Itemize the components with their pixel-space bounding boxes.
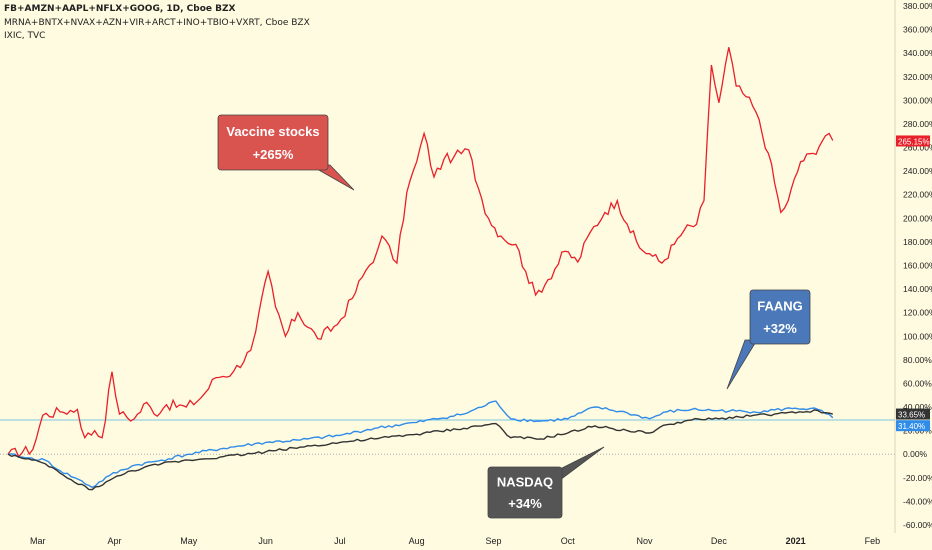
x-tick-label: Jun <box>258 536 273 546</box>
y-tick-label: 280.00% <box>903 119 932 129</box>
faang-series-line <box>7 400 834 489</box>
faang-callout-box <box>749 289 811 345</box>
faang-callout-title: FAANG <box>757 299 803 314</box>
y-tick-label: -60.00% <box>903 520 932 530</box>
nasdaq-callout-value: +34% <box>508 496 542 511</box>
y-tick-label: 320.00% <box>903 72 932 82</box>
x-tick-label: Oct <box>561 536 576 546</box>
x-tick-label: Feb <box>865 536 881 546</box>
x-tick-label: May <box>180 536 198 546</box>
header-symbols-nasdaq: IXIC, TVC <box>4 31 46 41</box>
x-tick-label: Aug <box>409 536 425 546</box>
y-tick-label: -40.00% <box>903 496 932 506</box>
y-tick-label: 40.00% <box>903 402 932 412</box>
vaccine-callout-value: +265% <box>253 147 294 162</box>
vaccine-series-line <box>7 47 834 459</box>
faang-last-value-bg <box>896 420 930 432</box>
vaccine-last-value-bg <box>896 135 930 147</box>
nasdaq-callout-title: NASDAQ <box>497 474 553 489</box>
y-tick-label: -20.00% <box>903 473 932 483</box>
y-tick-label: 360.00% <box>903 25 932 35</box>
y-tick-label: 240.00% <box>903 166 932 176</box>
y-tick-label: 260.00% <box>903 143 932 153</box>
nasdaq-callout-box <box>487 466 563 519</box>
vaccine-last-value: 265.15% <box>898 137 930 146</box>
x-tick-label: Apr <box>107 536 121 546</box>
header-symbols-faang: FB+AMZN+AAPL+NFLX+GOOG, 1D, Cboe BZX <box>4 4 236 14</box>
y-tick-label: 0.00% <box>903 449 928 459</box>
y-tick-label: 340.00% <box>903 48 932 58</box>
nasdaq-series-line <box>7 409 833 491</box>
y-tick-label: 160.00% <box>903 261 932 271</box>
nasdaq-callout-pointer <box>557 446 605 481</box>
y-tick-label: 200.00% <box>903 213 932 223</box>
faang-callout-value: +32% <box>763 321 797 336</box>
vaccine-callout-box <box>217 114 329 171</box>
y-tick-label: 220.00% <box>903 190 932 200</box>
y-tick-label: 140.00% <box>903 284 932 294</box>
y-tick-label: 300.00% <box>903 95 932 105</box>
x-tick-label: Dec <box>711 536 728 546</box>
x-tick-label: Sep <box>485 536 501 546</box>
nasdaq-last-value-bg <box>896 408 930 420</box>
vaccine-callout-title: Vaccine stocks <box>226 124 319 139</box>
faang-callout-pointer <box>726 339 758 390</box>
x-tick-label: Jul <box>334 536 346 546</box>
y-tick-label: 120.00% <box>903 308 932 318</box>
faang-last-value: 31.40% <box>898 422 925 431</box>
x-tick-label: Nov <box>637 536 654 546</box>
y-tick-label: 380.00% <box>903 1 932 11</box>
y-tick-label: 80.00% <box>903 355 932 365</box>
nasdaq-last-value: 33.65% <box>898 411 925 420</box>
x-tick-label: 2021 <box>786 536 806 546</box>
x-tick-label: Mar <box>30 536 46 546</box>
header-symbols-vaccine: MRNA+BNTX+NVAX+AZN+VIR+ARCT+INO+TBIO+VXR… <box>4 18 310 28</box>
y-tick-label: 100.00% <box>903 331 932 341</box>
y-tick-label: 60.00% <box>903 378 932 388</box>
y-tick-label: 180.00% <box>903 237 932 247</box>
